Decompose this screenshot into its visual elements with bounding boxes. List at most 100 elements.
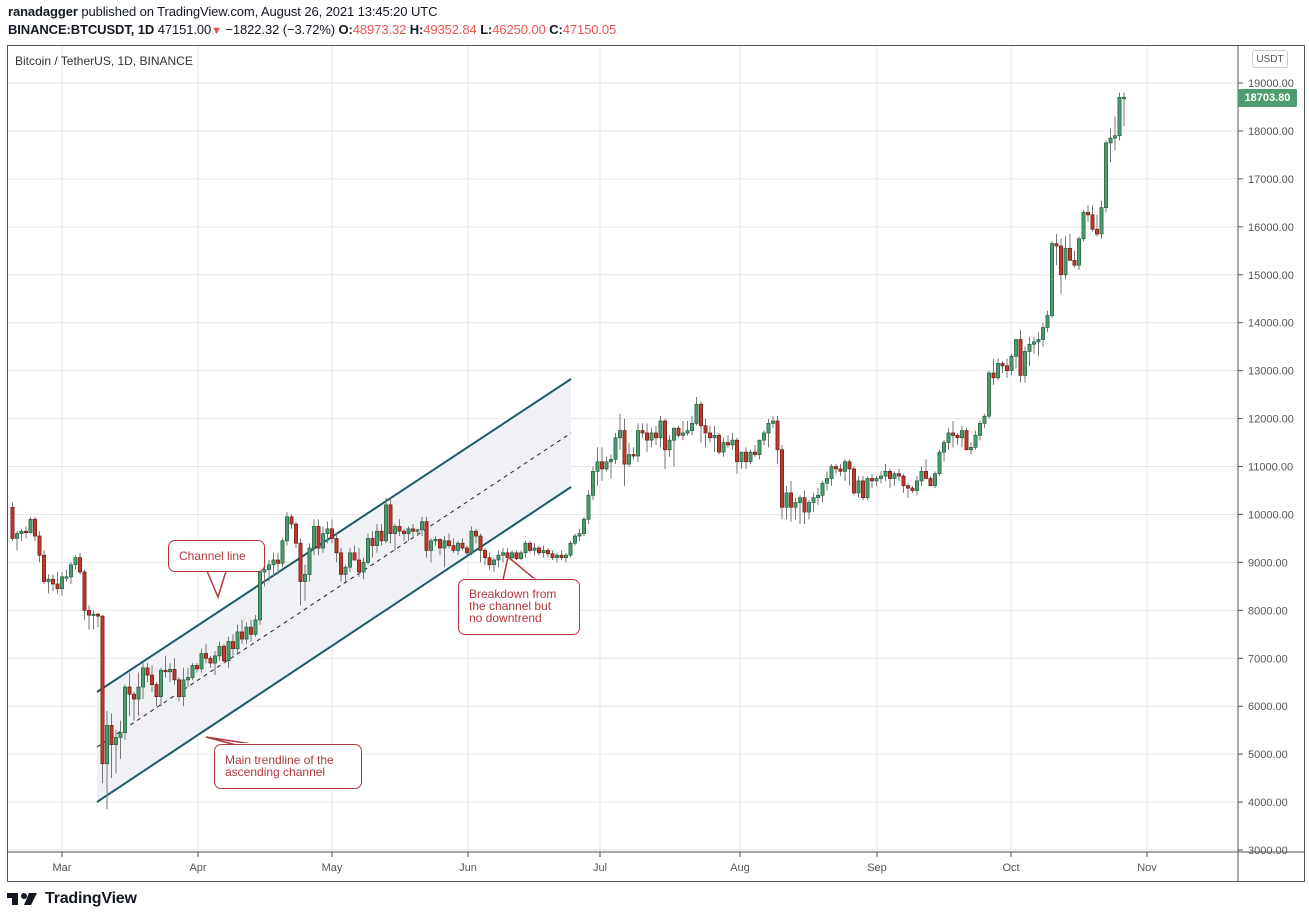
candle-up: [91, 613, 96, 617]
low-label: L:: [480, 22, 493, 37]
candle-up: [937, 451, 942, 475]
candle-down: [352, 552, 357, 561]
candle-up: [1023, 351, 1027, 376]
price-tick-label: 7000.00: [1248, 653, 1288, 665]
candle-up: [712, 435, 717, 439]
candle-down: [924, 470, 928, 479]
candle-down: [154, 684, 159, 697]
candle-up: [213, 655, 217, 664]
candle-up: [987, 372, 991, 417]
ascending-channel[interactable]: [96, 378, 572, 803]
time-tick-label: Jul: [593, 862, 607, 874]
candle-down: [478, 535, 483, 551]
candle-up: [856, 480, 861, 494]
candle-down: [298, 542, 303, 582]
candle-down: [402, 530, 406, 534]
currency-unit-badge[interactable]: USDT: [1252, 50, 1288, 68]
candle-down: [708, 432, 712, 439]
tradingview-logo[interactable]: TradingView: [7, 890, 137, 908]
candle-down: [847, 461, 852, 470]
candle-down: [370, 538, 375, 546]
candle-up: [874, 478, 879, 482]
callout-text-line: Main trendline of the: [225, 753, 334, 767]
candle-up: [199, 653, 204, 670]
candle-up: [325, 528, 330, 534]
candle-down: [600, 461, 604, 470]
channel-lower-trendline: [96, 486, 572, 803]
open-value: 48973.32: [352, 22, 407, 37]
candle-up: [343, 566, 348, 575]
candle-up: [1014, 339, 1018, 357]
candle-down: [951, 432, 955, 436]
candle-down: [991, 372, 996, 379]
candle-up: [280, 540, 285, 564]
candle-down: [928, 478, 933, 487]
candle-down: [1059, 245, 1063, 276]
time-tick-label: Mar: [53, 862, 72, 874]
channel-upper-line: [96, 378, 572, 693]
candle-up: [942, 442, 946, 453]
channel-fill: [97, 379, 571, 802]
candle-up: [748, 451, 753, 463]
candle-up: [1099, 207, 1104, 235]
last-value: 47151.00: [157, 22, 212, 37]
candle-up: [982, 415, 987, 424]
candle-up: [420, 521, 424, 531]
candle-down: [654, 432, 658, 439]
candle-up: [690, 423, 694, 431]
candle-down: [559, 554, 564, 558]
candle-up: [492, 559, 496, 566]
candle-down: [330, 528, 334, 539]
candle-up: [865, 478, 870, 499]
price-tick-label: 18000.00: [1248, 126, 1294, 138]
candle-up: [730, 439, 735, 446]
candle-down: [775, 420, 780, 451]
candle-up: [523, 542, 528, 554]
candle-down: [127, 686, 132, 695]
candle-up: [816, 494, 820, 499]
last-price-label: 18703.80: [1238, 89, 1297, 107]
candle-up: [1108, 137, 1113, 144]
candle-up: [919, 470, 924, 482]
candle-down: [447, 540, 451, 546]
callout-breakdown[interactable]: Breakdown from the channel but no downtr…: [458, 579, 580, 635]
time-tick-label: Jun: [459, 862, 477, 874]
candle-up: [672, 427, 676, 441]
open-label: O:: [338, 22, 353, 37]
candle-down: [631, 454, 636, 457]
candle-down: [24, 530, 28, 534]
candle-down: [735, 439, 739, 463]
callout-channel-line[interactable]: Channel line: [168, 540, 265, 572]
candle-up: [415, 529, 420, 532]
candle-down: [537, 547, 541, 554]
symbol-summary: BINANCE:BTCUSDT, 1D 47151.00▼ −1822.32 (…: [8, 22, 616, 37]
candle-up: [361, 562, 366, 573]
candle-down: [802, 497, 807, 513]
author-name[interactable]: ranadagger: [8, 4, 78, 19]
candle-down: [33, 518, 37, 537]
callout-text: Channel line: [179, 549, 246, 563]
candle-up: [114, 737, 118, 745]
candle-up: [303, 574, 307, 582]
candle-up: [1027, 343, 1032, 352]
candle-down: [316, 526, 321, 549]
candle-up: [168, 668, 172, 673]
candle-down: [289, 516, 294, 525]
candle-down: [906, 485, 910, 489]
publish-text: published on TradingView.com, August 26,…: [81, 4, 438, 19]
candle-down: [51, 578, 55, 585]
candle-up: [757, 439, 762, 455]
candle-down: [10, 506, 15, 539]
candle-down: [379, 530, 384, 542]
candle-up: [433, 539, 438, 542]
candle-up: [69, 564, 73, 578]
candle-up: [892, 473, 897, 479]
price-tick-label: 19000.00: [1248, 78, 1294, 90]
candle-down: [838, 468, 843, 472]
candle-down: [460, 542, 465, 549]
candle-up: [618, 430, 622, 439]
candle-down: [294, 523, 298, 544]
candle-up: [681, 432, 685, 436]
callout-main-trendline[interactable]: Main trendline of the ascending channel: [214, 744, 362, 789]
